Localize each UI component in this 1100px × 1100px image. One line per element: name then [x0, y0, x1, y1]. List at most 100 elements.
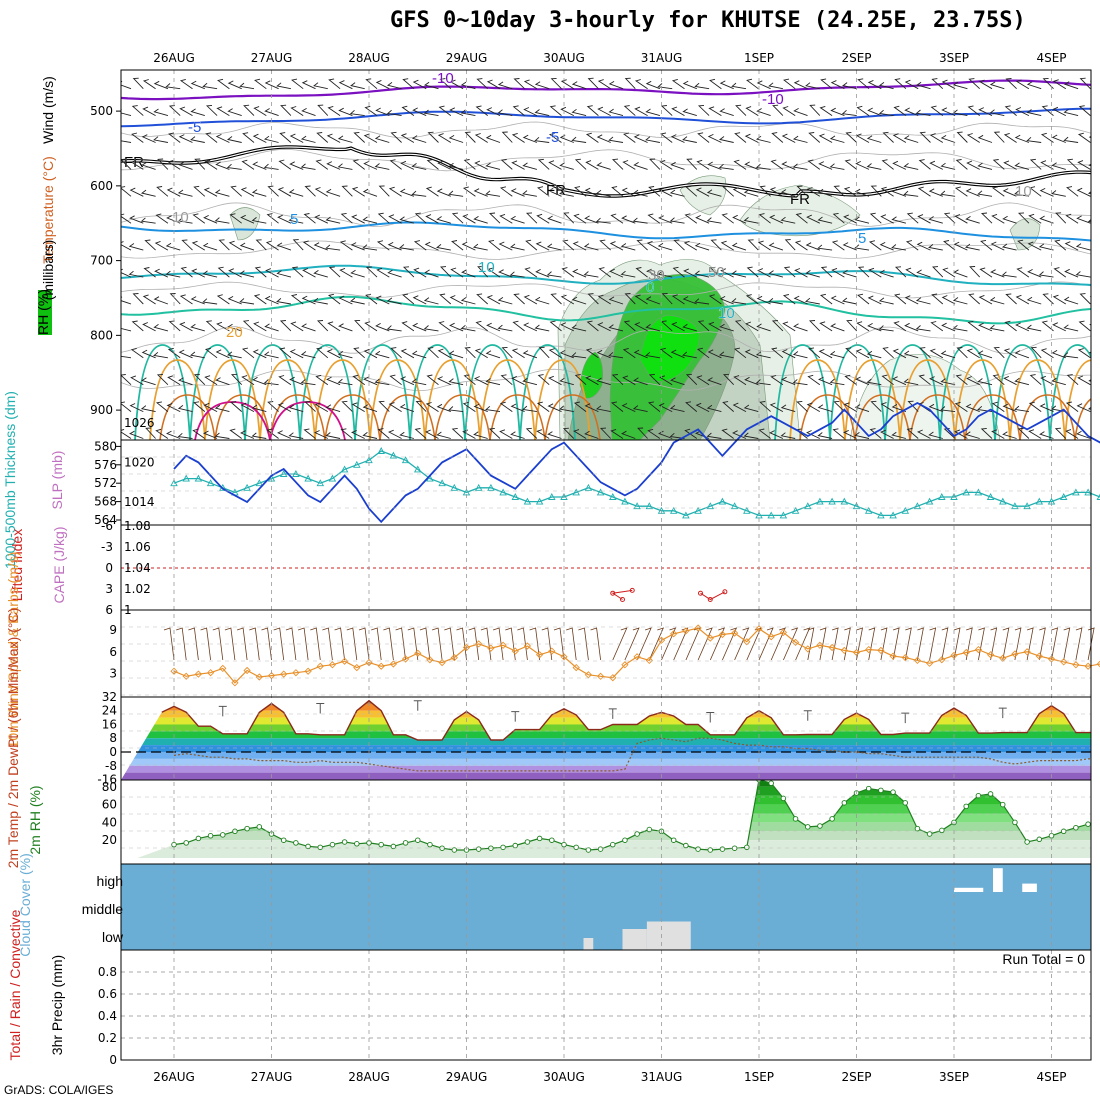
wind-barb: [1063, 81, 1079, 90]
thickness-point: [730, 502, 739, 510]
wind-barb: [597, 106, 611, 116]
wind-barb: [388, 186, 402, 197]
wind-barb: [1030, 346, 1042, 359]
wind-barb: [511, 375, 525, 386]
wind-barb: [697, 320, 710, 332]
wind-barb: [154, 240, 169, 251]
wind-barb: [548, 160, 562, 170]
contour-label: 0: [646, 279, 654, 296]
wind-barb: [327, 105, 341, 116]
wind-barb: [289, 376, 304, 386]
wind-barb: [388, 429, 402, 439]
wind-barb: [1042, 77, 1054, 90]
wind-barb: [415, 400, 427, 412]
wind-barb: [399, 431, 415, 439]
wind-barb: [977, 350, 993, 359]
wind-speed-point: [925, 659, 934, 667]
wind-barb: [522, 162, 538, 170]
wind-barb: [524, 267, 538, 278]
wind-barb: [1001, 271, 1017, 278]
wind-barb: [168, 320, 181, 332]
wind-speed-point: [889, 652, 897, 660]
low-cloud-bar: [646, 921, 691, 950]
thickness-point: [609, 493, 617, 500]
rh-point: [524, 839, 531, 845]
wind-barb: [819, 105, 833, 116]
wind-speed-point: [255, 673, 263, 681]
wind-barb: [400, 133, 415, 143]
wind-barb: [548, 348, 562, 359]
wind-speed-point: [231, 679, 239, 687]
wind-barb: [349, 109, 365, 117]
wind-barb: [780, 404, 796, 413]
wind-barb: [350, 269, 365, 278]
precip-axis-title: 3hr Precip (mm): [49, 955, 65, 1055]
wind-barb: [1052, 322, 1066, 332]
wind-barb: [325, 404, 341, 413]
pressure-tick-label: 500: [90, 104, 113, 118]
wind-barb: [522, 405, 537, 413]
wind-barb: [291, 78, 304, 90]
wind-barb: [1002, 188, 1017, 197]
wind-barb: [313, 270, 328, 278]
wind-barb: [722, 185, 735, 197]
wind-barb: [708, 321, 722, 332]
wind-barb: [756, 108, 771, 117]
wind-barb: [855, 160, 870, 170]
wind-speed-point: [377, 662, 385, 670]
wind-barb: [499, 401, 513, 412]
wind-barb: [719, 80, 734, 90]
wind-barb: [400, 348, 415, 359]
wind-barb: [584, 403, 599, 413]
wind-barb: [1063, 296, 1079, 305]
wind-barb: [525, 239, 538, 251]
rh-point: [219, 832, 226, 838]
precip-tick-label: 0.4: [98, 1009, 117, 1023]
thickness-point: [511, 493, 520, 500]
wind-barb: [964, 243, 980, 251]
thickness-point: [804, 502, 812, 510]
wind-barb: [781, 349, 796, 359]
wind-speed-point: [1023, 648, 1031, 656]
wind-barb: [460, 297, 476, 305]
thickness-point: [340, 465, 349, 473]
wind-barb: [611, 158, 624, 170]
wind-barb: [145, 427, 156, 439]
wind-speed-point: [901, 653, 909, 662]
wind-barb: [731, 270, 747, 278]
wind-barb: [772, 104, 784, 116]
rh-point: [792, 816, 799, 822]
rh-point: [878, 787, 884, 794]
wind-barb: [669, 405, 685, 413]
wind-barb: [685, 185, 698, 197]
wind-barb: [891, 216, 907, 224]
wind-barb: [733, 347, 747, 359]
wind-barb: [561, 267, 575, 278]
rh-point: [610, 841, 616, 848]
wind-barb: [131, 105, 144, 116]
wind-barb: [855, 376, 870, 386]
credit-text: GrADS: COLA/IGES: [4, 1083, 114, 1097]
wind-barb: [129, 430, 144, 439]
wind-barb: [718, 351, 734, 359]
wind-barb: [597, 79, 611, 90]
wind-barb: [928, 431, 943, 439]
thickness-point: [1035, 497, 1044, 505]
wind-barb: [1077, 160, 1091, 170]
panel-frame-slp: [120, 439, 1092, 526]
wind-barb: [954, 186, 968, 197]
wind-barb: [230, 185, 243, 197]
thickness-point: [450, 483, 459, 491]
wind-barb: [1026, 296, 1042, 305]
wind-barb: [374, 163, 390, 170]
wind-barb: [804, 297, 820, 305]
wind-barb: [1038, 271, 1054, 278]
date-label-bottom: 28AUG: [348, 1070, 390, 1084]
wind-barb: [449, 79, 464, 90]
thickness-point: [986, 493, 995, 500]
wind-barb: [302, 240, 316, 251]
wind-barb: [966, 160, 980, 170]
wind-barb: [647, 401, 661, 412]
wind-barb: [682, 136, 697, 143]
pressure-tick-label: 600: [90, 179, 113, 193]
